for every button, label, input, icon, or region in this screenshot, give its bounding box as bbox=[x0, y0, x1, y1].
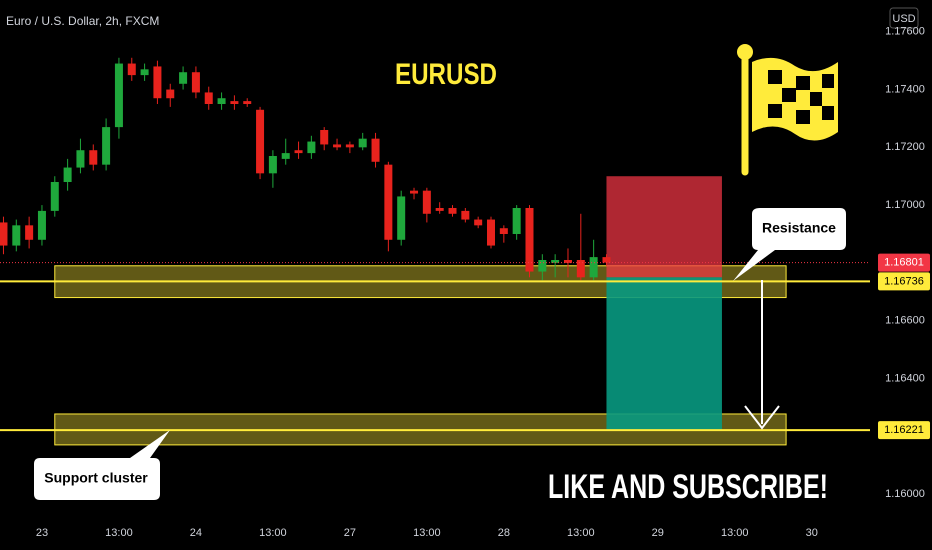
candle-body bbox=[114, 63, 123, 128]
candle-body bbox=[204, 92, 213, 104]
target-zone bbox=[606, 277, 722, 431]
flag-icon bbox=[737, 44, 838, 176]
plot-area bbox=[0, 57, 870, 446]
candle-body bbox=[89, 150, 98, 165]
candle-body bbox=[358, 138, 367, 148]
candle-body bbox=[12, 225, 21, 246]
candle-body bbox=[345, 144, 354, 148]
candle-body bbox=[63, 167, 72, 182]
annotation: Resistance bbox=[762, 220, 836, 236]
stop-zone bbox=[606, 176, 722, 278]
candle-body bbox=[512, 208, 521, 234]
candle-body bbox=[422, 190, 431, 214]
candle-body bbox=[76, 150, 85, 168]
y-tick-label: 1.17400 bbox=[885, 83, 925, 95]
support-callout: Support cluster bbox=[34, 430, 170, 500]
currency: USD bbox=[892, 13, 915, 25]
x-tick-label: 13:00 bbox=[721, 527, 749, 539]
candle-body bbox=[435, 208, 444, 211]
axes: 1.160001.162001.164001.166001.168001.170… bbox=[36, 26, 930, 539]
chart-title: EURUSD bbox=[395, 58, 497, 91]
x-tick-label: 24 bbox=[190, 527, 202, 539]
x-tick-label: 27 bbox=[344, 527, 356, 539]
annotation: Support cluster bbox=[44, 470, 148, 486]
x-tick-label: 13:00 bbox=[105, 527, 133, 539]
candle-body bbox=[333, 144, 342, 148]
x-tick-label: 13:00 bbox=[567, 527, 595, 539]
candle-body bbox=[487, 219, 496, 246]
candle-body bbox=[563, 260, 572, 263]
candle-body bbox=[499, 228, 508, 234]
y-tick-label: 1.17200 bbox=[885, 141, 925, 153]
candle-body bbox=[397, 196, 406, 240]
candle-body bbox=[217, 98, 226, 104]
candle-body bbox=[461, 210, 470, 220]
candle-body bbox=[230, 101, 239, 104]
candle-body bbox=[0, 222, 8, 246]
candle-body bbox=[474, 219, 483, 226]
last-price-label: 1.16801 bbox=[884, 257, 924, 269]
candle-body bbox=[448, 208, 457, 214]
x-tick-label: 28 bbox=[498, 527, 510, 539]
y-tick-label: 1.17600 bbox=[885, 26, 925, 38]
candle-body bbox=[37, 210, 46, 240]
y-tick-label: 1.16400 bbox=[885, 372, 925, 384]
candle-body bbox=[320, 130, 329, 145]
candle-body bbox=[589, 257, 598, 278]
candle-body bbox=[166, 89, 175, 99]
slogan: LIKE AND SUBSCRIBE! bbox=[548, 468, 828, 506]
x-tick-label: 29 bbox=[652, 527, 664, 539]
candle-body bbox=[25, 225, 34, 240]
candle-body bbox=[551, 260, 560, 263]
candle-body bbox=[384, 164, 393, 240]
currency-box bbox=[889, 7, 919, 29]
candle-body bbox=[102, 127, 111, 165]
x-tick-label: 30 bbox=[806, 527, 818, 539]
resistance-callout: Resistance bbox=[733, 208, 846, 281]
candle-body bbox=[179, 72, 188, 84]
x-tick-label: 23 bbox=[36, 527, 48, 539]
candle-body bbox=[191, 72, 200, 93]
candle-body bbox=[256, 109, 265, 174]
candle-body bbox=[50, 182, 59, 211]
candle-body bbox=[576, 260, 585, 278]
candle-body bbox=[140, 69, 149, 76]
symbol-label: Euro / U.S. Dollar, 2h, FXCM bbox=[6, 14, 159, 28]
y-tick-label: 1.16000 bbox=[885, 488, 925, 500]
candle-body bbox=[525, 208, 534, 272]
level-label: 1.16221 bbox=[884, 424, 924, 436]
x-tick-label: 13:00 bbox=[259, 527, 287, 539]
last-price-box bbox=[878, 253, 930, 272]
candle-body bbox=[127, 63, 136, 76]
candle-body bbox=[294, 150, 303, 154]
candle-body bbox=[602, 257, 611, 263]
candle-body bbox=[243, 101, 252, 104]
candle-body bbox=[281, 153, 290, 159]
level-label-box bbox=[878, 421, 930, 440]
level-label: 1.16736 bbox=[884, 275, 924, 287]
y-tick-label: 1.17000 bbox=[885, 199, 925, 211]
candle-body bbox=[410, 190, 419, 194]
candle-body bbox=[153, 66, 162, 99]
y-tick-label: 1.16600 bbox=[885, 315, 925, 327]
candle-body bbox=[268, 156, 277, 174]
arrow bbox=[744, 280, 780, 430]
candle-body bbox=[307, 141, 316, 154]
x-tick-label: 13:00 bbox=[413, 527, 441, 539]
candle-body bbox=[371, 138, 380, 162]
candle-body bbox=[538, 260, 547, 272]
level-label-box bbox=[878, 272, 930, 291]
